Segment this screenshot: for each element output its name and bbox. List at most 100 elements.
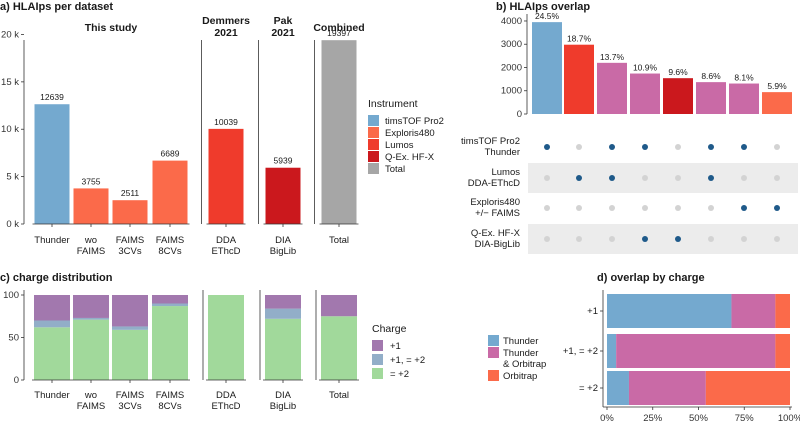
panel-a-category-label: Total: [329, 235, 349, 246]
panel-b-dot-member: [544, 144, 550, 150]
panel-c-category-label: DIA BigLib: [270, 390, 296, 412]
panel-b-bar: [663, 78, 693, 114]
panel-a-bar: [73, 188, 109, 224]
panel-c-bar-segment: [265, 308, 301, 319]
panel-a-category-label: Thunder: [34, 235, 69, 246]
panel-a-legend-label: Lumos: [385, 140, 414, 151]
panel-d-x-tick-label: 100%: [778, 413, 800, 424]
panel-b-dot-member: [675, 236, 681, 242]
panel-d-bar-segment: [607, 334, 617, 368]
panel-c-category-label: Thunder: [34, 390, 69, 401]
panel-d-bar-segment: [607, 371, 629, 405]
panel-c-legend-swatch: [372, 368, 383, 379]
panel-c-bar-segment: [321, 295, 357, 317]
panel-b-dot-member: [576, 175, 582, 181]
panel-b-y-tick-label: 0: [517, 109, 522, 120]
panel-a-legend-label: Q-Ex. HF-X: [385, 152, 435, 163]
panel-c-category-label: wo FAIMS: [77, 390, 106, 412]
panel-c-legend-swatch: [372, 354, 383, 365]
panel-b-dot-member: [774, 205, 780, 211]
panel-a-legend-label: Exploris480: [385, 128, 435, 139]
panel-b-bar: [564, 44, 594, 114]
panel-c-bar-segment: [112, 326, 148, 330]
panel-a-legend-swatch: [368, 127, 379, 138]
panel-a-legend-title: Instrument: [368, 98, 418, 110]
panel-d-bar-segment: [628, 371, 706, 405]
panel-a-value-label: 3755: [82, 176, 101, 186]
panel-a-category-label: DIA BigLib: [270, 235, 296, 257]
panel-b-y-tick-label: 1000: [501, 86, 522, 97]
panel-a-value-label: 5939: [274, 156, 293, 166]
panel-b-title: b) HLAIps overlap: [496, 1, 590, 13]
panel-d-bar-segment: [607, 294, 732, 328]
panel-a-bar: [34, 104, 70, 224]
panel-d-bar-segment: [775, 334, 790, 368]
panel-a-group-label: Demmers 2021: [202, 15, 250, 39]
panel-c-bar-segment: [112, 295, 148, 327]
panel-b-y-tick-label: 4000: [501, 16, 522, 27]
panel-c-bar-segment: [73, 319, 109, 380]
panel-b-dot-empty: [576, 144, 582, 150]
panel-b-dot-empty: [576, 236, 582, 242]
panel-d-category-label: +1: [587, 306, 598, 317]
panel-a-category-label: FAIMS 8CVs: [156, 235, 185, 257]
panel-c-category-label: FAIMS 3CVs: [116, 390, 145, 412]
panel-b-dot-empty: [675, 205, 681, 211]
panel-d-legend-label: Orbitrap: [503, 371, 537, 382]
panel-a-category-label: DDA EThcD: [211, 235, 240, 257]
panel-c-bar-segment: [208, 295, 244, 380]
panel-a-value-label: 2511: [121, 188, 140, 198]
panel-d-legend-swatch: [488, 335, 499, 346]
panel-c-category-label: DDA EThcD: [211, 390, 240, 412]
panel-c-legend-label: +1, = +2: [390, 355, 425, 366]
panel-c-legend-label: +1: [390, 341, 401, 352]
panel-b-dot-empty: [544, 175, 550, 181]
panel-a-y-tick-label: 5 k: [6, 172, 19, 183]
panel-b-dot-empty: [675, 175, 681, 181]
panel-b-dot-empty: [741, 175, 747, 181]
panel-b-dot-empty: [609, 205, 615, 211]
panel-a-legend-label: Total: [385, 164, 405, 175]
panel-c-y-tick-label: 0: [14, 375, 19, 386]
panel-c-bar-segment: [34, 327, 70, 380]
panel-a-legend-swatch: [368, 139, 379, 150]
panel-b-value-label: 8.1%: [734, 73, 754, 83]
panel-c-legend-title: Charge: [372, 323, 407, 335]
panel-d-category-label: +1, = +2: [563, 346, 598, 357]
panel-c-y-tick-label: 100: [3, 290, 19, 301]
panel-d-x-tick-label: 0%: [600, 413, 614, 424]
panel-a-y-tick-label: 10 k: [1, 124, 19, 135]
panel-b-bar: [762, 92, 792, 114]
panel-a-legend-label: timsTOF Pro2: [385, 116, 444, 127]
panel-b-dot-member: [708, 175, 714, 181]
panel-c-bar-segment: [73, 295, 109, 318]
panel-d-x-tick-label: 50%: [689, 413, 709, 424]
panel-c-y-tick-label: 50: [8, 333, 19, 344]
panel-b-dot-empty: [774, 175, 780, 181]
panel-b-dot-member: [741, 205, 747, 211]
panel-d-legend-swatch: [488, 370, 499, 381]
panel-a-value-label: 6689: [161, 149, 180, 159]
panel-c-bar-segment: [265, 318, 301, 380]
panel-b-value-label: 10.9%: [633, 63, 658, 73]
panel-d-bar-segment: [616, 334, 776, 368]
panel-b-dot-member: [609, 175, 615, 181]
panel-b-bar: [729, 83, 759, 114]
panel-d-bar-segment: [705, 371, 790, 405]
panel-b-dot-member: [609, 144, 615, 150]
panel-b-row-band: [528, 224, 798, 254]
panel-b-dot-empty: [544, 205, 550, 211]
panel-a-y-tick-label: 0 k: [6, 219, 19, 230]
panel-d-bar-segment: [775, 294, 790, 328]
panel-a-category-label: FAIMS 3CVs: [116, 235, 145, 257]
panel-d-legend-label: Thunder & Orbitrap: [503, 348, 546, 370]
panel-b-set-label: timsTOF Pro2 Thunder: [461, 136, 520, 158]
panel-b-y-tick-label: 3000: [501, 39, 522, 50]
panel-c-legend-label: = +2: [390, 369, 409, 380]
panel-a-y-tick-label: 15 k: [1, 77, 19, 88]
panel-a-bar: [321, 40, 357, 224]
panel-c-bar-segment: [112, 329, 148, 380]
panel-a-bar: [152, 160, 188, 224]
panel-c-bar-segment: [265, 295, 301, 309]
